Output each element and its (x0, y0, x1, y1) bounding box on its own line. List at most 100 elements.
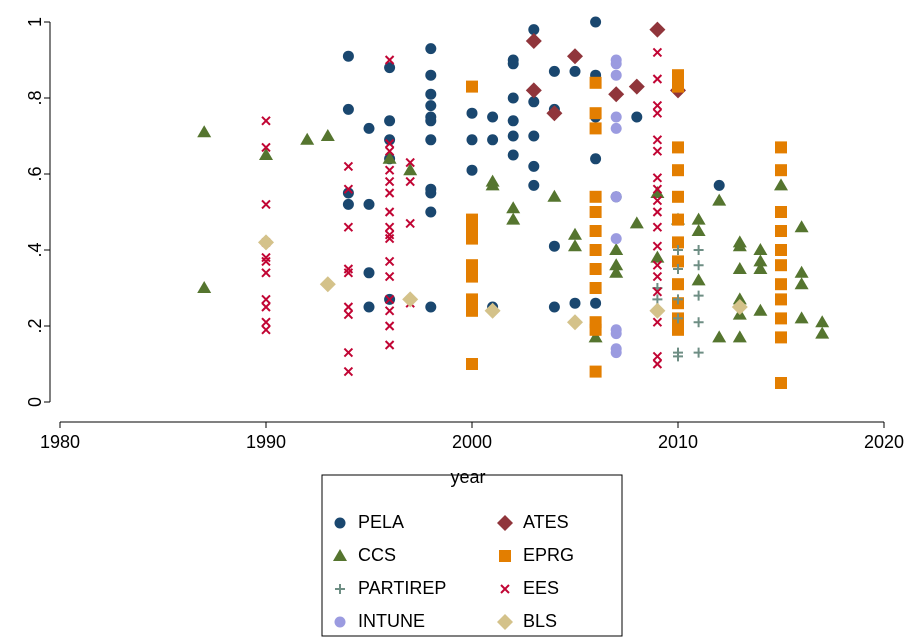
point (425, 43, 437, 55)
x-tick-label: 2020 (864, 432, 904, 452)
point (528, 24, 540, 36)
point (342, 187, 354, 199)
point (197, 125, 212, 138)
point (384, 55, 395, 65)
point (197, 281, 212, 293)
point (672, 236, 684, 249)
point (384, 165, 395, 175)
point (466, 232, 478, 245)
point (258, 234, 274, 251)
point (652, 184, 663, 194)
point (588, 330, 603, 343)
point (753, 243, 768, 255)
point (363, 301, 375, 313)
point (528, 179, 540, 191)
point (672, 278, 684, 291)
point (466, 304, 478, 317)
point (649, 21, 666, 38)
legend-label: PELA (358, 512, 404, 532)
point (672, 69, 684, 82)
point (652, 207, 663, 217)
x-tick-label: 2000 (452, 432, 492, 452)
point (693, 260, 704, 271)
point (569, 297, 581, 309)
point (589, 107, 602, 120)
point (652, 173, 663, 183)
point (261, 256, 271, 267)
point (589, 365, 602, 378)
point (484, 302, 501, 319)
point (384, 207, 395, 217)
point (652, 359, 663, 369)
point (403, 163, 418, 176)
point (425, 187, 437, 199)
point (425, 100, 437, 112)
point (507, 58, 519, 70)
legend-marker (335, 584, 345, 594)
point (673, 351, 683, 362)
point (405, 218, 415, 229)
point (589, 225, 602, 237)
point (775, 312, 787, 325)
point (775, 244, 787, 256)
y-tick-label: 1 (25, 17, 45, 27)
point (567, 314, 583, 331)
point (610, 111, 622, 123)
point (384, 306, 395, 316)
legend-label: EPRG (523, 545, 574, 565)
point (320, 129, 335, 141)
point (589, 323, 602, 336)
point (775, 164, 787, 177)
point (775, 141, 787, 154)
point (794, 265, 809, 278)
point (487, 134, 499, 146)
point (673, 313, 683, 324)
point (548, 301, 560, 313)
point (261, 302, 271, 312)
point (652, 195, 663, 206)
point (691, 212, 706, 225)
point (775, 278, 787, 291)
point (589, 122, 602, 135)
point (794, 311, 809, 324)
point (261, 294, 271, 305)
point (652, 108, 663, 118)
point (610, 233, 622, 245)
point (713, 179, 725, 191)
point (485, 178, 500, 191)
point (815, 315, 830, 328)
point (672, 213, 684, 226)
point (425, 134, 437, 146)
point (384, 62, 396, 74)
point (384, 176, 395, 187)
point (589, 190, 602, 203)
point (402, 291, 419, 308)
point (652, 294, 663, 305)
x-tick-label: 2010 (658, 432, 698, 452)
point (650, 186, 665, 198)
point (753, 303, 768, 316)
point (425, 206, 437, 218)
point (673, 294, 683, 305)
point (384, 233, 395, 244)
point (672, 164, 684, 177)
point (652, 135, 663, 145)
point (609, 258, 624, 271)
point (672, 255, 684, 268)
point (732, 239, 747, 252)
point (507, 92, 519, 104)
point (652, 100, 663, 111)
point (259, 148, 273, 160)
point (608, 86, 625, 103)
point (610, 347, 622, 359)
point (672, 323, 684, 336)
point (384, 256, 395, 267)
point (652, 74, 663, 84)
point (794, 220, 809, 233)
point (590, 297, 602, 309)
point (466, 259, 478, 272)
point (673, 245, 683, 255)
point (753, 262, 768, 274)
point (384, 222, 395, 232)
point (589, 244, 602, 256)
